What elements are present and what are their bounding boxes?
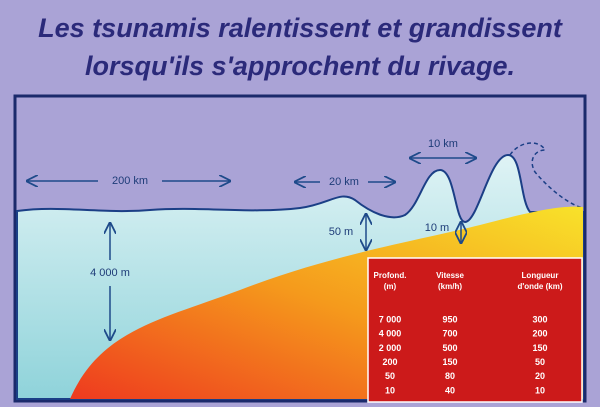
table-header: (km/h): [438, 282, 462, 291]
table-cell: 700: [442, 329, 457, 339]
table-cell: 80: [445, 371, 455, 381]
table-cell: 50: [385, 371, 395, 381]
table-cell: 4 000: [379, 329, 402, 339]
table-cell: 40: [445, 385, 455, 395]
label: 10 km: [428, 138, 458, 150]
table-cell: 10: [535, 385, 545, 395]
infographic: Les tsunamis ralentissent et grandissent…: [0, 0, 600, 407]
table-cell: 200: [532, 329, 547, 339]
table-cell: 950: [442, 314, 457, 324]
table-header: Profond.: [374, 271, 407, 280]
table-cell: 2 000: [379, 343, 402, 353]
table-cell: 20: [535, 371, 545, 381]
label: 20 km: [329, 176, 359, 188]
data-table: Profond. (m) Vitesse (km/h) Longueur d'onde (…: [368, 258, 582, 402]
table-cell: 7 000: [379, 314, 402, 324]
table-header: Vitesse: [436, 271, 464, 280]
label: 200 km: [112, 175, 148, 187]
table-cell: 150: [442, 357, 457, 367]
table-cell: 10: [385, 385, 395, 395]
table-cell: 500: [442, 343, 457, 353]
table-cell: 300: [532, 314, 547, 324]
title-line: Les tsunamis ralentissent et grandissent: [38, 13, 563, 43]
table-cell: 50: [535, 357, 545, 367]
table-header: d'onde (km): [517, 282, 562, 291]
table-header: Longueur: [522, 271, 559, 280]
title-line: lorsqu'ils s'approchent du rivage.: [85, 51, 515, 81]
table-cell: 200: [382, 357, 397, 367]
table-cell: 150: [532, 343, 547, 353]
label: 10 m: [425, 222, 449, 234]
table-header: (m): [384, 282, 397, 291]
label: 4 000 m: [90, 267, 130, 279]
label: 50 m: [329, 226, 353, 238]
